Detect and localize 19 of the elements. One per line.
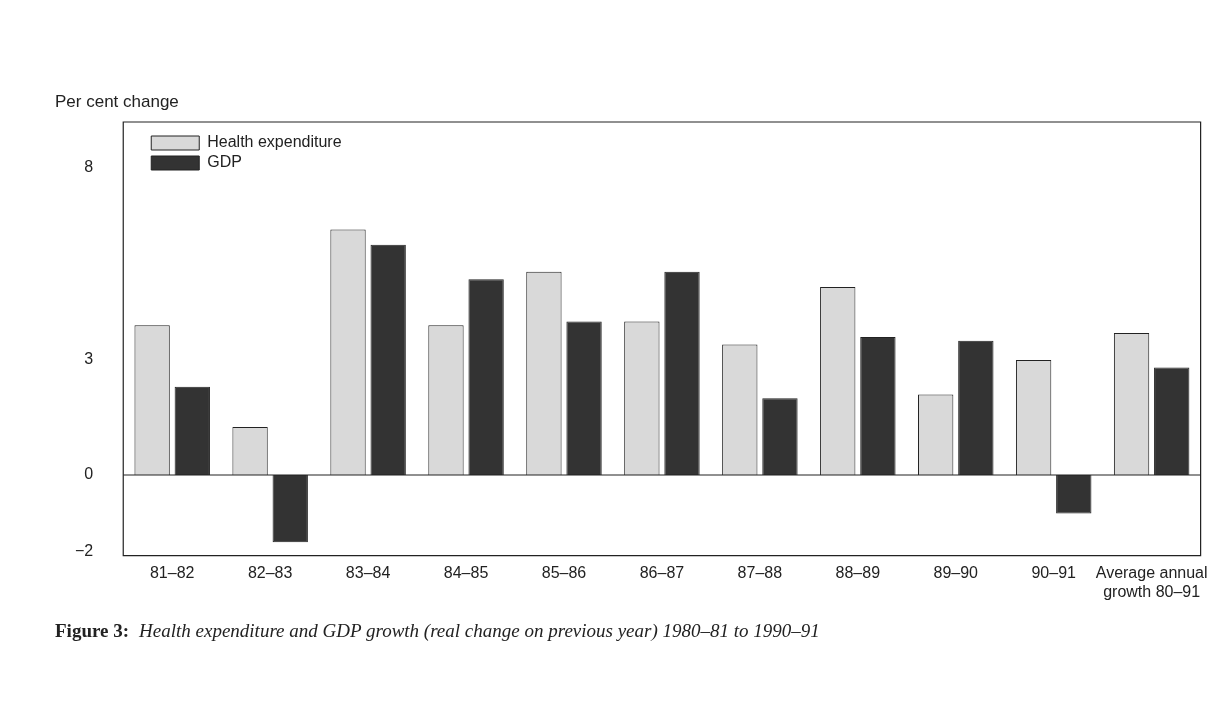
y-tick-label: 0 xyxy=(84,465,94,483)
x-tick-label: 89–90 xyxy=(933,563,979,581)
x-tick-label: 90–91 xyxy=(1031,563,1077,581)
x-tick-label: 83–84 xyxy=(345,563,391,581)
y-tick-label: 8 xyxy=(84,158,94,176)
y-axis-title: Per cent change xyxy=(55,92,179,112)
x-tick-label: 86–87 xyxy=(639,563,685,581)
legend-label: GDP xyxy=(207,153,242,171)
x-tick-label: 82–83 xyxy=(247,563,293,581)
x-tick-label: 81–82 xyxy=(149,563,195,581)
y-tick-label: −2 xyxy=(74,542,94,560)
x-tick-label: 88–89 xyxy=(835,563,881,581)
x-tick-label: 84–85 xyxy=(443,563,489,581)
caption: Figure 3: Health expenditure and GDP growth (real change on previous year) 1980–81 to 1990–91 xyxy=(55,620,820,641)
legend-label: Health expenditure xyxy=(207,133,342,151)
x-tick-label: 85–86 xyxy=(541,563,587,581)
x-tick-label: 87–88 xyxy=(737,563,783,581)
x-tick-label: Average annual growth 80–91 xyxy=(1095,563,1208,600)
y-tick-label: 3 xyxy=(84,350,94,368)
